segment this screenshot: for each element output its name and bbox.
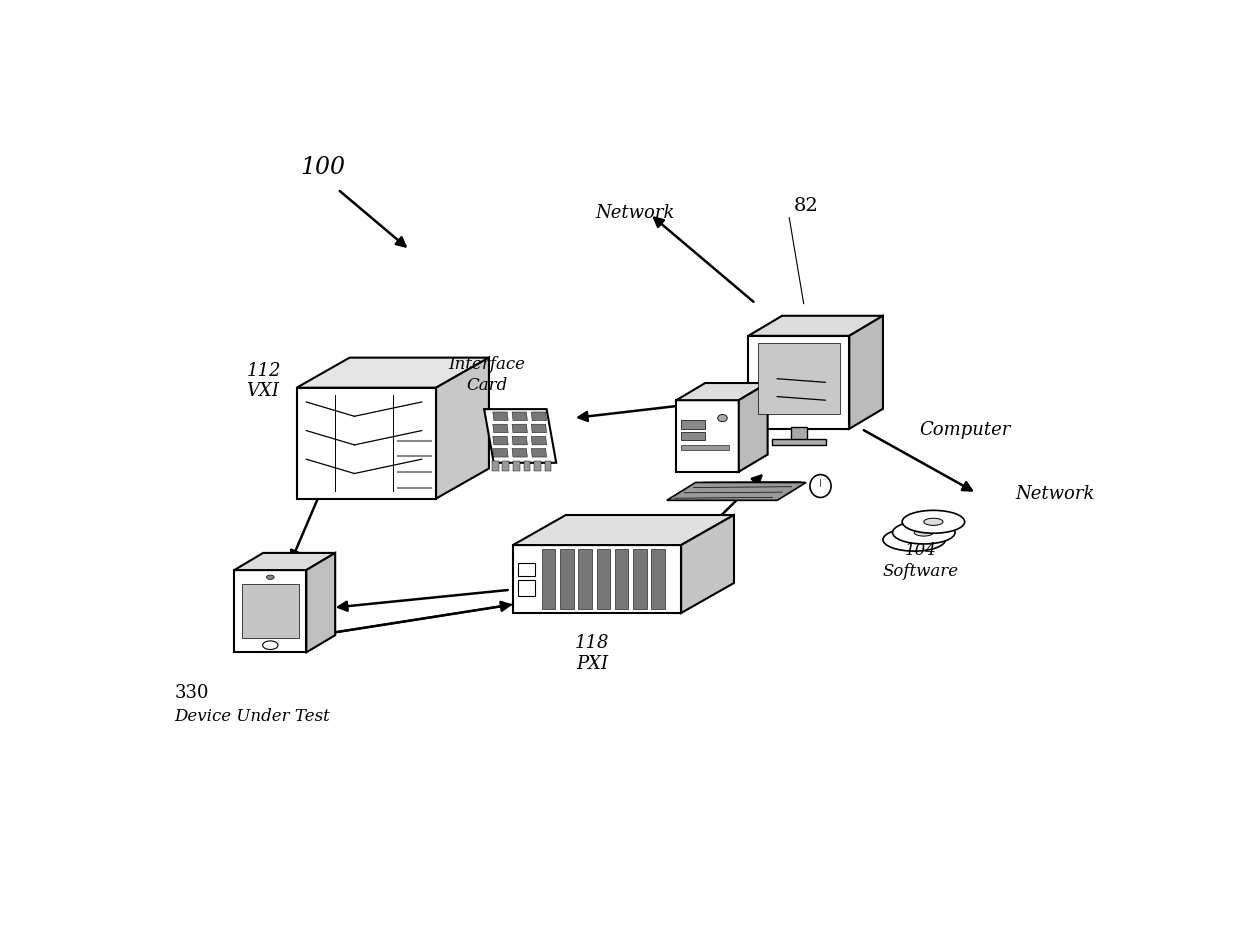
- Bar: [518, 563, 536, 576]
- Polygon shape: [849, 316, 883, 430]
- Ellipse shape: [924, 519, 944, 526]
- Bar: [513, 462, 520, 471]
- Bar: [596, 549, 610, 610]
- Polygon shape: [531, 437, 547, 445]
- Bar: [651, 549, 665, 610]
- Text: Network: Network: [1016, 484, 1095, 503]
- Text: 118: 118: [575, 633, 610, 651]
- Bar: [578, 549, 591, 610]
- Bar: [634, 549, 646, 610]
- Polygon shape: [513, 515, 734, 546]
- Text: 104: 104: [905, 541, 937, 558]
- Ellipse shape: [914, 529, 934, 536]
- Bar: [758, 343, 839, 415]
- Text: Interface: Interface: [448, 355, 525, 372]
- Polygon shape: [676, 401, 739, 472]
- Bar: [615, 549, 629, 610]
- Bar: [534, 462, 541, 471]
- Ellipse shape: [904, 536, 924, 544]
- Polygon shape: [512, 449, 527, 458]
- Bar: [523, 462, 531, 471]
- Text: Network: Network: [595, 204, 676, 222]
- Ellipse shape: [893, 522, 955, 545]
- Bar: [502, 462, 510, 471]
- Polygon shape: [436, 358, 489, 499]
- Polygon shape: [749, 316, 883, 337]
- Polygon shape: [492, 449, 508, 458]
- Bar: [681, 432, 706, 440]
- Polygon shape: [739, 383, 768, 472]
- Ellipse shape: [718, 415, 728, 422]
- Bar: [242, 585, 299, 638]
- Bar: [681, 445, 729, 451]
- Text: Device Under Test: Device Under Test: [174, 707, 330, 724]
- Text: 82: 82: [794, 197, 818, 215]
- Text: VXI: VXI: [247, 381, 279, 399]
- Polygon shape: [512, 413, 527, 421]
- Polygon shape: [676, 383, 768, 401]
- Bar: [560, 549, 574, 610]
- Bar: [492, 462, 498, 471]
- Polygon shape: [492, 413, 508, 421]
- Bar: [773, 439, 826, 445]
- Text: 330: 330: [174, 683, 208, 701]
- Ellipse shape: [810, 475, 831, 498]
- Polygon shape: [513, 546, 681, 613]
- Polygon shape: [667, 483, 806, 501]
- Polygon shape: [531, 449, 547, 458]
- Bar: [791, 428, 806, 443]
- Text: 112: 112: [247, 361, 280, 380]
- Polygon shape: [492, 425, 508, 433]
- Text: Card: Card: [466, 377, 507, 393]
- Text: Software: Software: [883, 562, 959, 579]
- Polygon shape: [531, 413, 547, 421]
- Polygon shape: [531, 425, 547, 433]
- Polygon shape: [512, 425, 527, 433]
- Ellipse shape: [903, 510, 965, 534]
- Polygon shape: [681, 515, 734, 613]
- Bar: [542, 549, 556, 610]
- Polygon shape: [484, 409, 557, 463]
- Bar: [681, 420, 706, 430]
- Ellipse shape: [883, 529, 945, 551]
- Ellipse shape: [267, 575, 274, 580]
- Text: Computer: Computer: [919, 420, 1011, 438]
- Polygon shape: [234, 571, 306, 652]
- Polygon shape: [296, 358, 489, 388]
- Polygon shape: [234, 553, 335, 571]
- Polygon shape: [492, 437, 508, 445]
- Bar: [518, 581, 536, 597]
- Bar: [544, 462, 552, 471]
- Text: PXI: PXI: [577, 654, 609, 672]
- Polygon shape: [296, 388, 436, 499]
- Ellipse shape: [263, 641, 278, 650]
- Text: 100: 100: [300, 156, 346, 179]
- Polygon shape: [306, 553, 335, 652]
- Polygon shape: [512, 437, 527, 445]
- Polygon shape: [749, 337, 849, 430]
